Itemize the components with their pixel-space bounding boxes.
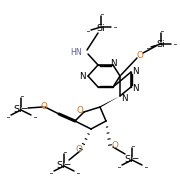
- Text: Si: Si: [97, 24, 105, 33]
- Polygon shape: [99, 96, 120, 108]
- Text: ─: ─: [6, 114, 9, 119]
- Text: N: N: [110, 59, 116, 68]
- Text: ─: ─: [33, 114, 36, 119]
- Text: ─: ─: [63, 149, 66, 154]
- Text: ─: ─: [173, 42, 176, 47]
- Text: HN: HN: [70, 47, 82, 56]
- Text: N: N: [80, 71, 86, 80]
- Text: N: N: [132, 67, 138, 76]
- Text: N: N: [132, 84, 138, 93]
- Text: Si: Si: [157, 39, 165, 48]
- Text: O: O: [40, 102, 47, 111]
- Text: ─: ─: [76, 171, 79, 176]
- Text: O: O: [112, 140, 119, 149]
- Text: ─: ─: [159, 28, 162, 33]
- Text: ─: ─: [146, 45, 149, 50]
- Text: ─: ─: [20, 94, 22, 99]
- Text: ─: ─: [100, 11, 102, 16]
- Text: O: O: [137, 50, 143, 59]
- Text: ─: ─: [86, 28, 89, 33]
- Text: N: N: [121, 94, 127, 102]
- Text: Si─: Si─: [57, 160, 71, 169]
- Text: ─: ─: [49, 171, 52, 176]
- Text: ─: ─: [117, 165, 120, 169]
- Text: ─: ─: [113, 24, 116, 30]
- Text: ─: ─: [130, 143, 133, 148]
- Text: Si─: Si─: [125, 154, 139, 163]
- Text: O: O: [75, 145, 82, 154]
- Text: Si─: Si─: [14, 105, 28, 114]
- Text: O: O: [76, 105, 83, 114]
- Text: ─: ─: [144, 165, 147, 169]
